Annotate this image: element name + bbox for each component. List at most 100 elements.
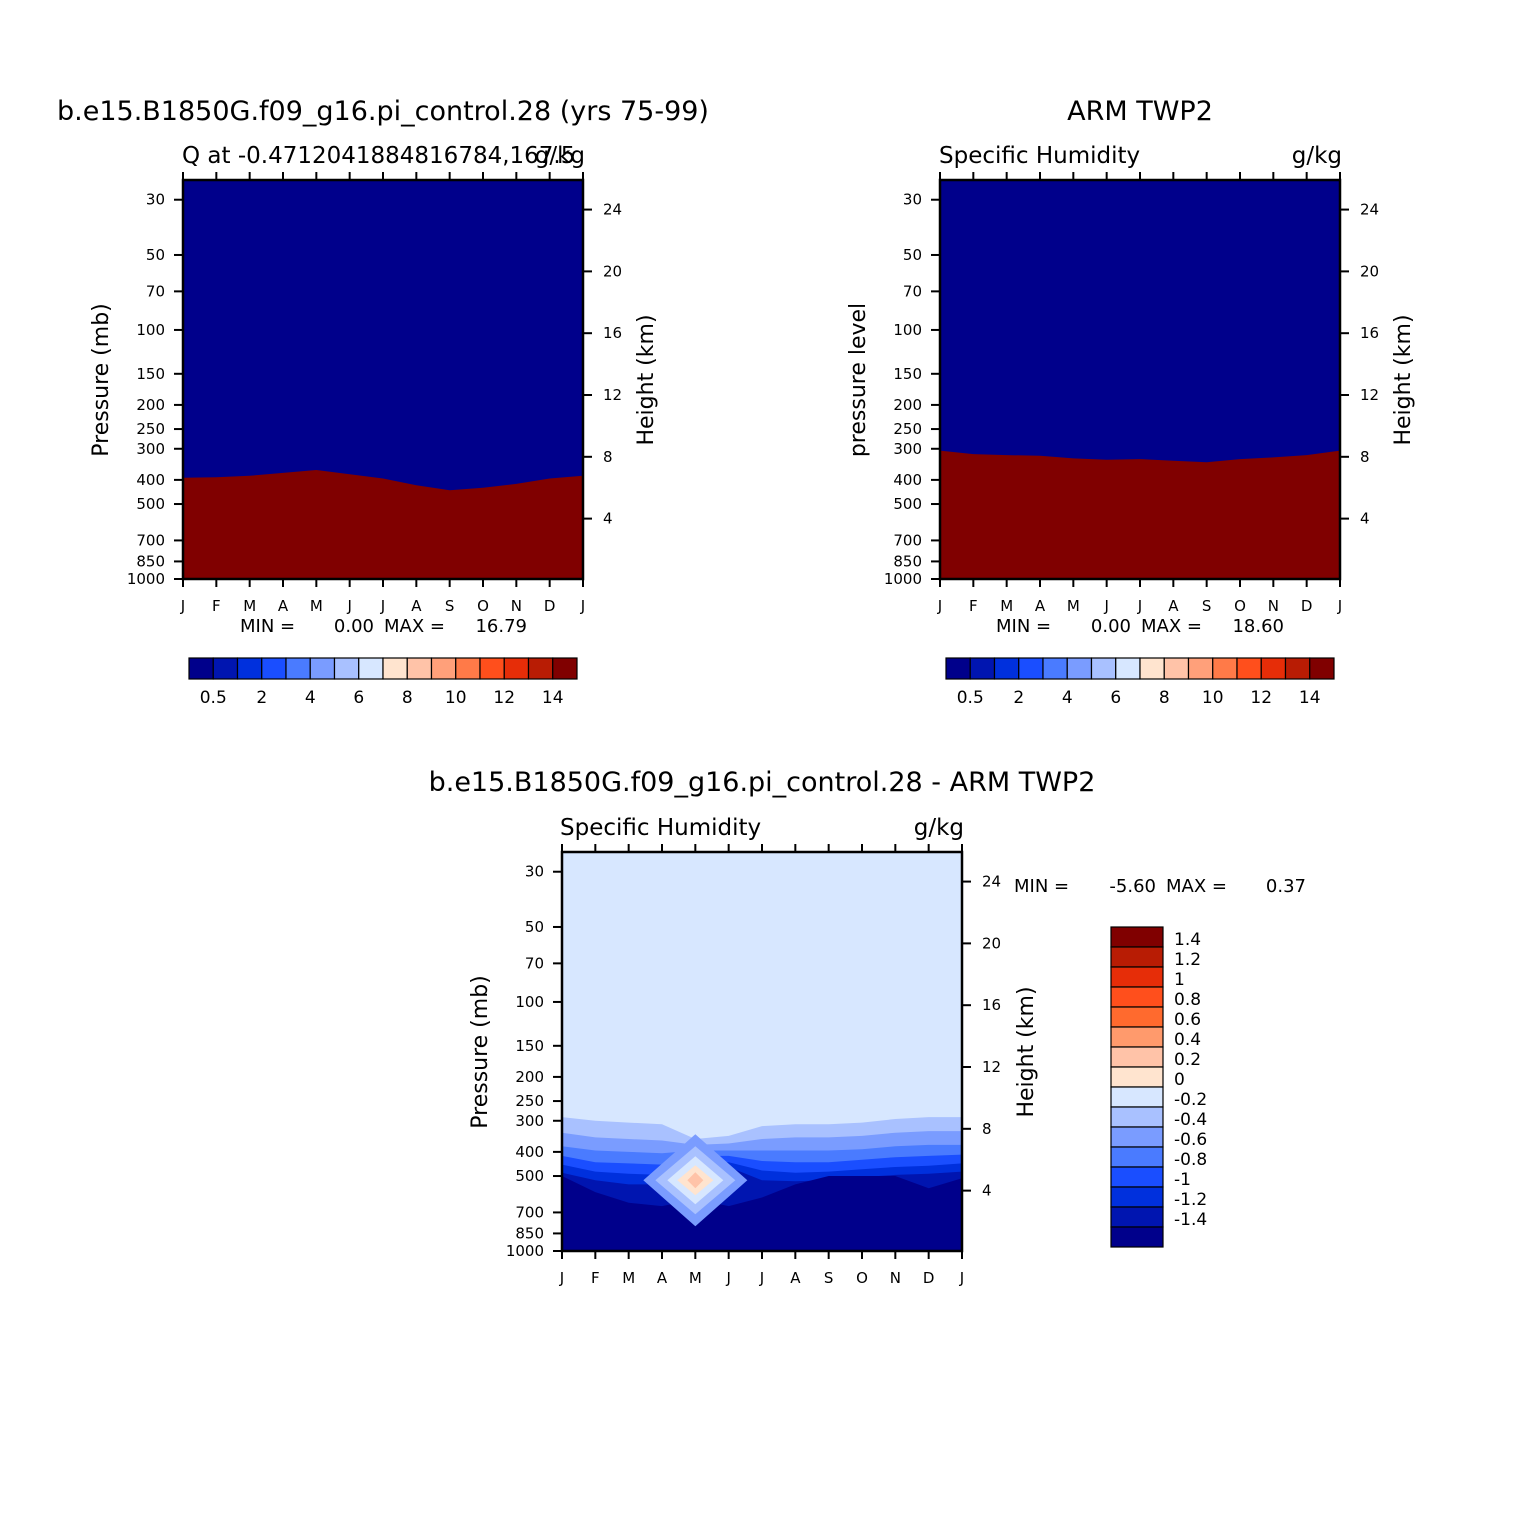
diff-main-title: b.e15.B1850G.f09_g16.pi_control.28 - ARM… xyxy=(429,767,1096,798)
obs-left-axis-label: pressure level xyxy=(846,303,871,457)
obs-colorbar-box xyxy=(945,657,971,680)
model-colorbar-label: 2 xyxy=(256,688,267,708)
diff-colorbar-label: 0.6 xyxy=(1174,1010,1201,1030)
model-colorbar: 0.5 2 4 6 8 10 12 14 xyxy=(188,657,578,708)
obs-pressure-tick-label: 400 xyxy=(893,471,922,489)
model-height-tick-label: 16 xyxy=(603,324,622,342)
obs-colorbar-box xyxy=(1139,657,1165,680)
diff-colorbar-label: 1.2 xyxy=(1174,950,1201,970)
diff-pressure-tick-label: 70 xyxy=(525,954,544,972)
obs-colorbar-label: 6 xyxy=(1110,688,1121,708)
obs-colorbar-label: 12 xyxy=(1250,688,1272,708)
diff-colorbar-box xyxy=(1110,1186,1164,1208)
model-x-tick-label: A xyxy=(278,597,289,615)
model-pressure-tick-label: 1000 xyxy=(127,570,165,588)
diff-colorbar-box xyxy=(1110,1046,1164,1068)
obs-colorbar-box xyxy=(1018,657,1044,680)
obs-x-tick-label: M xyxy=(1000,597,1013,615)
model-max-label: MAX = xyxy=(384,616,445,637)
model-pressure-tick-label: 100 xyxy=(136,321,165,339)
obs-x-tick-label: J xyxy=(937,597,942,615)
obs-x-tick-label: A xyxy=(1168,597,1179,615)
diff-pressure-tick-label: 1000 xyxy=(506,1242,544,1260)
diff-height-tick-label: 20 xyxy=(982,934,1001,952)
model-colorbar-box xyxy=(236,657,263,680)
diff-colorbar-box xyxy=(1110,1206,1164,1228)
diff-x-tick-label: O xyxy=(856,1269,868,1287)
obs-height-tick-label: 16 xyxy=(1360,324,1379,342)
model-colorbar-box xyxy=(430,657,457,680)
obs-contour-band xyxy=(940,450,1340,579)
diff-x-tick-label: F xyxy=(591,1269,600,1287)
obs-colorbar-label: 4 xyxy=(1062,688,1073,708)
obs-pressure-tick-label: 250 xyxy=(893,420,922,438)
diff-x-tick-label: J xyxy=(959,1269,964,1287)
model-colorbar-box xyxy=(552,657,578,680)
diff-colorbar-box xyxy=(1110,1066,1164,1088)
model-x-tick-label: S xyxy=(445,597,455,615)
model-colorbar-box xyxy=(527,657,554,680)
diff-anomaly-contour xyxy=(687,1172,704,1189)
diff-pressure-tick-label: 30 xyxy=(525,863,544,881)
obs-pressure-tick-label: 200 xyxy=(893,396,922,414)
obs-plot-area: J F M A M J J A S O N D J 30 50 70 100 150 200 250 300 400 500… xyxy=(884,172,1379,615)
model-colorbar-label: 0.5 xyxy=(200,688,227,708)
obs-right-subtitle: g/kg xyxy=(1292,143,1342,169)
panel-obs: ARM TWP2 Specific Humidity g/kg J F M A M J J A… xyxy=(846,96,1416,708)
obs-colorbar-box xyxy=(1212,657,1238,680)
model-colorbar-label: 4 xyxy=(305,688,316,708)
model-x-tick-label: J xyxy=(580,597,585,615)
diff-colorbar-box xyxy=(1110,1126,1164,1148)
model-pressure-tick-label: 150 xyxy=(136,365,165,383)
model-x-tick-label: F xyxy=(212,597,221,615)
diff-colorbar-label: 0.8 xyxy=(1174,990,1201,1010)
model-x-tick-label: N xyxy=(511,597,522,615)
diff-colorbar-box xyxy=(1110,1166,1164,1188)
obs-pressure-tick-label: 700 xyxy=(893,531,922,549)
obs-colorbar: 0.5 2 4 6 8 10 12 14 xyxy=(945,657,1335,708)
diff-min-label: MIN = xyxy=(1014,876,1069,897)
obs-main-title: ARM TWP2 xyxy=(1067,96,1213,127)
obs-min-label: MIN = xyxy=(996,616,1051,637)
diff-contour-band xyxy=(562,1176,962,1251)
diff-colorbar-label: -0.8 xyxy=(1174,1150,1207,1170)
model-pressure-tick-label: 200 xyxy=(136,396,165,414)
diff-x-tick-label: A xyxy=(790,1269,801,1287)
obs-x-tick-label: J xyxy=(1337,597,1342,615)
model-colorbar-box xyxy=(382,657,408,680)
model-min-value: 0.00 xyxy=(334,616,374,637)
diff-pressure-tick-label: 200 xyxy=(515,1068,544,1086)
diff-height-tick-label: 8 xyxy=(982,1120,992,1138)
model-colorbar-label: 12 xyxy=(493,688,515,708)
obs-colorbar-label: 10 xyxy=(1202,688,1224,708)
diff-pressure-tick-label: 500 xyxy=(515,1167,544,1185)
model-colorbar-label: 8 xyxy=(402,688,413,708)
diff-colorbar-box xyxy=(1110,1006,1164,1028)
diff-colorbar-box xyxy=(1110,1146,1164,1168)
model-x-tick-label: J xyxy=(180,597,185,615)
diff-max-value: 0.37 xyxy=(1266,876,1306,897)
model-pressure-tick-label: 300 xyxy=(136,440,165,458)
diff-x-tick-label: D xyxy=(923,1269,935,1287)
obs-colorbar-box xyxy=(1187,657,1214,680)
model-height-tick-label: 4 xyxy=(603,510,613,528)
diff-x-tick-label: M xyxy=(689,1269,702,1287)
diff-colorbar-label: -0.2 xyxy=(1174,1090,1207,1110)
obs-colorbar-box xyxy=(993,657,1020,680)
diff-x-tick-label: M xyxy=(622,1269,635,1287)
model-x-tick-label: D xyxy=(544,597,556,615)
diff-height-tick-label: 24 xyxy=(982,873,1001,891)
model-colorbar-box xyxy=(261,657,287,680)
diff-colorbar-label: 1 xyxy=(1174,970,1185,990)
model-left-subtitle: Q at -0.4712041884816784,167.5 xyxy=(182,143,575,169)
obs-colorbar-box xyxy=(1309,657,1335,680)
model-x-tick-label: O xyxy=(477,597,489,615)
diff-x-tick-label: J xyxy=(759,1269,764,1287)
obs-colorbar-box xyxy=(1260,657,1287,680)
diff-pressure-tick-label: 100 xyxy=(515,993,544,1011)
model-colorbar-label: 10 xyxy=(445,688,467,708)
diff-plot-area: J F M A M J J A S O N D J 30 50 70 100 150 200 250 300 400 500… xyxy=(506,844,1001,1287)
model-contour-band xyxy=(183,470,583,579)
obs-height-tick-label: 12 xyxy=(1360,386,1379,404)
